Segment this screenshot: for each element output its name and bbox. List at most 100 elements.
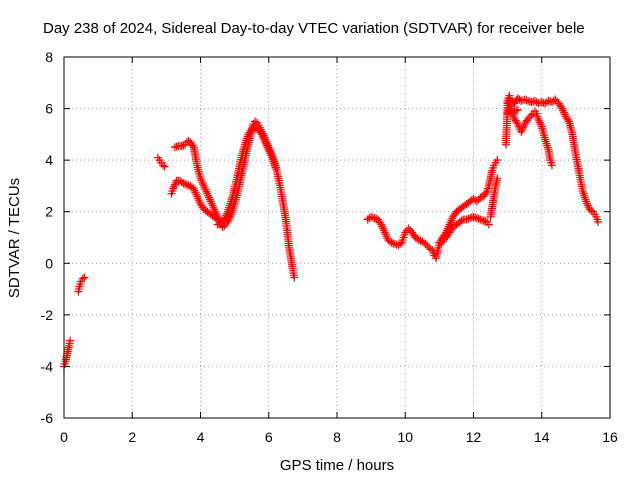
data-point (189, 184, 198, 193)
data-point (508, 108, 517, 117)
data-point (188, 141, 197, 150)
data-point (524, 96, 533, 105)
data-point (211, 209, 220, 218)
data-point (221, 213, 230, 222)
data-point (382, 232, 391, 241)
data-point (443, 224, 452, 233)
data-point (582, 197, 591, 206)
data-point (192, 190, 201, 199)
data-point (563, 115, 572, 124)
data-point (542, 139, 551, 148)
data-point (557, 102, 566, 111)
data-point (226, 199, 235, 208)
data-point (267, 151, 276, 160)
data-point (212, 210, 221, 219)
data-point (198, 178, 207, 187)
x-tick-label: 16 (602, 429, 618, 445)
data-point (378, 222, 387, 231)
data-point (519, 121, 528, 130)
data-point (539, 98, 548, 107)
data-point (582, 199, 591, 208)
data-point (66, 336, 75, 345)
data-point (466, 214, 475, 223)
data-point (203, 189, 212, 198)
data-point (206, 197, 215, 206)
data-point (160, 162, 169, 171)
data-point (520, 95, 529, 104)
data-point (543, 141, 552, 150)
data-point (512, 106, 521, 115)
y-tick-label: 2 (45, 204, 53, 220)
data-point (225, 203, 234, 212)
data-point (170, 180, 179, 189)
data-point (220, 215, 229, 224)
data-point (213, 220, 222, 229)
data-point (207, 199, 216, 208)
data-point (448, 214, 457, 223)
x-tick-label: 8 (333, 429, 341, 445)
data-point (471, 213, 480, 222)
data-point (392, 240, 401, 249)
data-point (177, 178, 186, 187)
data-point (269, 157, 278, 166)
data-point (247, 125, 256, 134)
data-point (258, 132, 267, 141)
data-point (224, 205, 233, 214)
data-point (216, 219, 225, 228)
data-point (194, 196, 203, 205)
data-point (222, 209, 231, 218)
data-point (512, 118, 521, 127)
axis-ticks: 0 2 4 6 8 10 12 14 16 -6 -4 -2 0 2 4 6 8 (41, 49, 618, 445)
data-point (594, 218, 603, 227)
data-point (199, 179, 208, 188)
data-point (270, 161, 279, 170)
data-point (401, 228, 410, 237)
data-point (202, 187, 211, 196)
data-point (158, 161, 167, 170)
data-point (547, 161, 556, 170)
data-point (527, 111, 536, 120)
data-point (446, 218, 455, 227)
data-point (190, 186, 199, 195)
data-point (172, 142, 181, 151)
data-point (578, 187, 587, 196)
data-point (261, 138, 270, 147)
data-point (182, 180, 191, 189)
data-point (472, 197, 481, 206)
data-point (205, 193, 214, 202)
data-point (205, 195, 214, 204)
data-point (464, 214, 473, 223)
y-tick-label: -6 (41, 410, 54, 426)
data-point (581, 195, 590, 204)
data-point (370, 214, 379, 223)
data-point (177, 141, 186, 150)
data-point (541, 137, 550, 146)
data-point (266, 149, 275, 158)
data-point (257, 130, 266, 139)
data-point (379, 224, 388, 233)
data-point (263, 141, 272, 150)
data-point (262, 140, 271, 149)
data-point (271, 163, 280, 172)
data-point (587, 206, 596, 215)
data-point (536, 118, 545, 127)
data-point (559, 106, 568, 115)
data-point (184, 181, 193, 190)
data-point (259, 134, 268, 143)
data-point (204, 191, 213, 200)
data-point (517, 96, 526, 105)
x-tick-label: 6 (265, 429, 273, 445)
data-point (421, 239, 430, 248)
x-tick-label: 0 (60, 429, 68, 445)
data-point (583, 201, 592, 210)
data-point (210, 205, 219, 214)
x-tick-label: 10 (397, 429, 413, 445)
data-point (243, 132, 252, 141)
x-tick-label: 14 (534, 429, 550, 445)
data-point (170, 143, 179, 152)
data-point (493, 174, 502, 183)
data-point (535, 116, 544, 125)
data-point (242, 134, 251, 143)
data-point (443, 226, 452, 235)
